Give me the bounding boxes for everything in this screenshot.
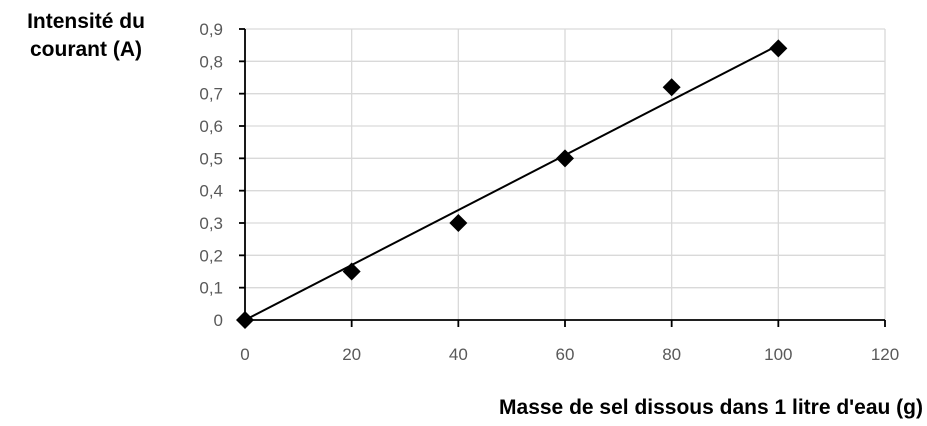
x-tick-label: 120 [871, 345, 899, 364]
x-tick-label: 0 [240, 345, 249, 364]
y-tick-label: 0,8 [199, 52, 223, 71]
y-tick-label: 0 [214, 311, 223, 330]
data-point [343, 263, 361, 281]
data-point [236, 311, 254, 329]
x-tick-label: 40 [449, 345, 468, 364]
data-point [449, 214, 467, 232]
data-point [769, 39, 787, 57]
y-tick-label: 0,2 [199, 246, 223, 265]
y-tick-label: 0,1 [199, 279, 223, 298]
y-tick-label: 0,7 [199, 85, 223, 104]
x-tick-label: 20 [342, 345, 361, 364]
x-tick-label: 80 [662, 345, 681, 364]
x-axis-title: Masse de sel dissous dans 1 litre d'eau … [499, 396, 923, 420]
trendline [245, 45, 778, 320]
y-tick-label: 0,5 [199, 149, 223, 168]
y-tick-label: 0,6 [199, 117, 223, 136]
x-tick-label: 60 [556, 345, 575, 364]
y-tick-label: 0,4 [199, 182, 223, 201]
y-tick-label: 0,9 [199, 20, 223, 39]
x-tick-label: 100 [764, 345, 792, 364]
y-tick-label: 0,3 [199, 214, 223, 233]
